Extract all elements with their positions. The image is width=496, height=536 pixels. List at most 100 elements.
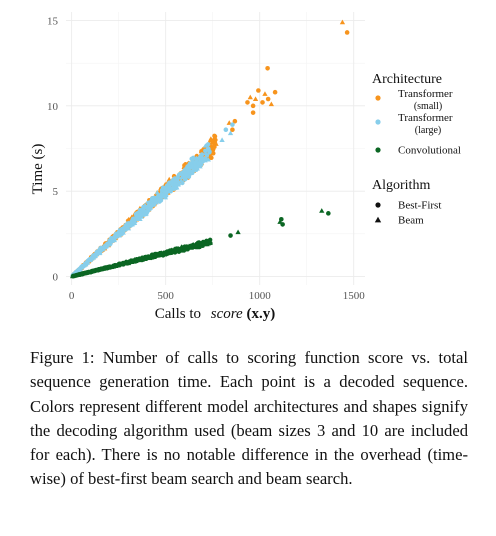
data-point-circle: [148, 255, 153, 260]
data-point-circle: [190, 170, 195, 176]
data-point-triangle: [211, 137, 217, 142]
data-point-circle: [110, 264, 116, 270]
x-axis-label-prefix: Calls to: [155, 306, 201, 322]
data-point-triangle: [135, 213, 141, 219]
data-point-circle: [173, 182, 179, 187]
data-point-triangle: [207, 137, 213, 143]
data-point-circle: [140, 255, 145, 260]
data-point-triangle: [98, 246, 104, 252]
data-point-circle: [121, 226, 127, 231]
legend: ArchitectureTransformer(small)Transforme…: [372, 72, 461, 227]
x-tick-label: 1500: [343, 290, 366, 302]
data-point-circle: [230, 127, 235, 133]
y-tick-label: 5: [53, 186, 59, 198]
legend-key-color: [375, 147, 381, 153]
data-point-triangle: [205, 157, 211, 162]
data-point-circle: [191, 155, 196, 160]
caption-label: Figure 1:: [30, 348, 95, 367]
data-point-triangle: [98, 266, 105, 272]
data-point-circle: [206, 239, 212, 244]
legend-title-algorithm: Algorithm: [372, 178, 430, 193]
data-point-circle: [265, 66, 270, 71]
data-point-triangle: [194, 166, 200, 171]
x-axis-label-args: (x.y): [246, 306, 275, 322]
data-point-circle: [131, 221, 137, 226]
data-point-circle: [260, 100, 265, 105]
data-point-triangle: [268, 101, 274, 107]
y-tick-label: 0: [53, 271, 59, 283]
data-point-circle: [163, 190, 168, 195]
legend-key-shape: [375, 202, 381, 208]
data-point-circle: [136, 257, 141, 263]
data-point-circle: [230, 122, 235, 127]
data-point-circle: [205, 142, 211, 147]
x-axis-label-score: score: [211, 306, 243, 322]
data-point-circle: [280, 222, 285, 227]
data-point-circle: [168, 189, 173, 194]
data-point-circle: [207, 150, 212, 155]
data-point-triangle: [117, 230, 123, 236]
data-point-circle: [109, 236, 114, 242]
data-point-circle: [265, 96, 271, 102]
data-point-circle: [184, 171, 190, 177]
data-point-triangle: [166, 250, 172, 255]
data-point-circle: [279, 217, 284, 222]
data-point-circle: [200, 156, 205, 161]
data-point-triangle: [142, 256, 148, 262]
data-point-triangle: [142, 211, 148, 217]
caption-text-after: vs. total sequence generation time. Each…: [30, 348, 468, 489]
data-point-circle: [121, 261, 126, 266]
data-point-triangle: [198, 152, 204, 158]
data-point-triangle: [97, 250, 103, 256]
figure-caption: Figure 1: Number of calls to scoring fun…: [30, 346, 468, 492]
data-point-triangle: [219, 137, 225, 142]
data-point-circle: [223, 127, 229, 133]
data-point-triangle: [319, 208, 325, 213]
data-point-triangle: [116, 227, 122, 232]
data-point-circle: [153, 251, 158, 257]
data-point-circle: [204, 153, 210, 158]
data-point-circle: [147, 203, 152, 208]
data-point-circle: [182, 244, 187, 249]
data-point-triangle: [125, 260, 131, 265]
data-point-circle: [143, 204, 148, 210]
legend-item-sublabel: (large): [415, 125, 441, 136]
data-point-triangle: [162, 251, 168, 256]
data-point-circle: [72, 273, 77, 278]
data-point-triangle: [102, 244, 108, 249]
y-axis-label: Time (s): [30, 144, 46, 195]
data-point-circle: [256, 88, 261, 93]
legend-item-sublabel: (small): [414, 101, 442, 112]
y-tick-label: 15: [47, 16, 59, 28]
data-point-triangle: [153, 200, 159, 205]
data-point-circle: [326, 211, 331, 216]
data-point-triangle: [198, 148, 204, 154]
data-point-circle: [344, 30, 350, 35]
x-tick-label: 500: [157, 290, 174, 302]
legend-key-color: [375, 119, 381, 125]
data-point-circle: [165, 183, 170, 188]
data-point-triangle: [175, 172, 181, 178]
data-point-triangle: [111, 237, 117, 243]
data-point-triangle: [87, 256, 93, 262]
data-point-circle: [272, 89, 278, 95]
legend-item-label: Transformer: [398, 88, 453, 100]
data-point-circle: [105, 242, 110, 248]
legend-item-label: Best-First: [398, 200, 441, 212]
data-point-circle: [232, 118, 238, 124]
data-point-triangle: [158, 190, 164, 195]
legend-key-color: [375, 95, 381, 101]
data-point-triangle: [167, 184, 173, 189]
data-point-triangle: [186, 161, 192, 167]
data-points: [70, 19, 350, 279]
scatter-chart: 0 500 1000 1500 0 5 10 15 Time (s) Calls to sco…: [30, 12, 461, 322]
data-point-circle: [174, 185, 179, 191]
legend-key-shape: [374, 216, 382, 223]
caption-score-word: score: [368, 348, 404, 367]
data-point-triangle: [84, 270, 90, 275]
legend-item-label: Convolutional: [398, 145, 461, 157]
data-point-triangle: [235, 229, 241, 235]
legend-item-label: Transformer: [398, 112, 453, 124]
data-point-circle: [102, 265, 107, 271]
data-point-circle: [106, 264, 111, 270]
